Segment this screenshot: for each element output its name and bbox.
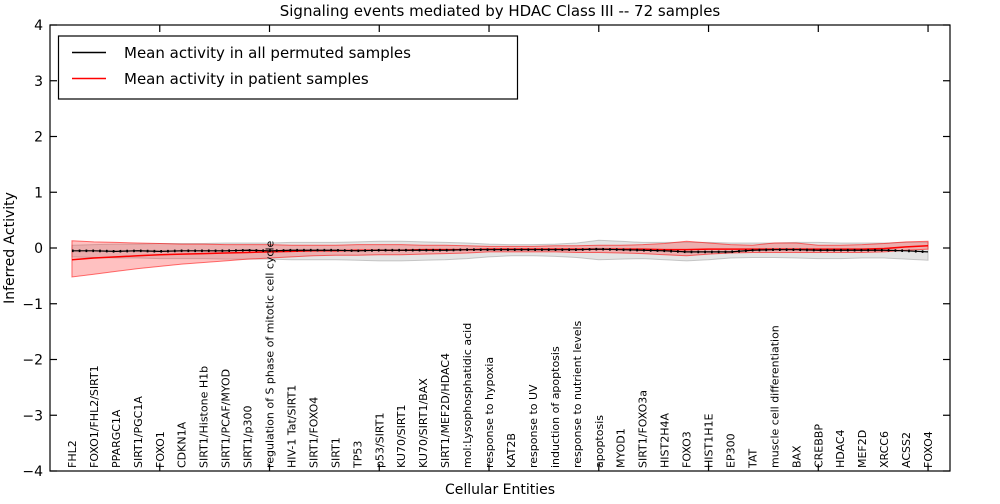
legend-item-patient: Mean activity in patient samples [72, 70, 369, 88]
x-tick-label: response to nutrient levels [571, 320, 584, 468]
y-axis-label: Inferred Activity [2, 192, 18, 304]
permuted-mean-line [71, 248, 929, 253]
x-tick-label: KU70/SIRT1 [395, 405, 408, 468]
y-tick-label: −1 [22, 297, 43, 313]
x-tick-label: HIST1H1E [703, 414, 716, 468]
y-tick-label: 0 [34, 241, 43, 257]
x-tick-label: FHL2 [66, 440, 79, 468]
x-tick-label: mol:Lysophosphatidic acid [461, 323, 474, 468]
y-tick-label: 4 [34, 18, 43, 34]
x-tick-label: muscle cell differentiation [768, 325, 781, 468]
x-tick-label: ACSS2 [900, 432, 913, 468]
legend: Mean activity in all permuted samples Me… [57, 35, 519, 100]
series-lines [71, 245, 929, 261]
axis-ticks [50, 24, 950, 472]
x-axis-label: Cellular Entities [445, 482, 555, 498]
x-tick-label: SIRT1/PCAF/MYOD [220, 369, 233, 468]
legend-label-patient: Mean activity in patient samples [124, 70, 369, 88]
x-tick-label: HIST2H4A [659, 413, 672, 468]
y-tick-label: 2 [34, 130, 43, 146]
y-tick-label: 3 [34, 74, 43, 90]
x-tick-label: p53/SIRT1 [373, 413, 386, 468]
x-tick-label: SIRT1/p300 [242, 406, 255, 468]
chart-title: Signaling events mediated by HDAC Class … [280, 2, 721, 20]
x-tick-label: XRCC6 [878, 431, 891, 468]
y-tick-label: 1 [34, 185, 43, 201]
legend-box [57, 35, 519, 100]
x-tick-label: induction of apoptosis [549, 346, 562, 468]
x-tick-label: MEF2D [856, 430, 869, 468]
x-tick-labels: FHL2 FOXO1/FHL2/SIRT1 PPARGC1A SIRT1/PGC1A F… [66, 240, 935, 469]
x-tick-label: SIRT1/MEF2D/HDAC4 [439, 353, 452, 468]
y-tick-labels: −4 −3 −2 −1 0 1 2 3 4 [22, 18, 43, 480]
x-tick-label: CDKN1A [176, 421, 189, 468]
x-tick-label: HIV-1 Tat/SIRT1 [285, 385, 298, 468]
legend-label-permuted: Mean activity in all permuted samples [124, 44, 411, 62]
x-tick-label: EP300 [724, 433, 737, 468]
x-tick-label: KAT2B [505, 433, 518, 468]
x-tick-label: regulation of S phase of mitotic cell cy… [264, 240, 277, 468]
x-tick-label: apoptosis [593, 415, 606, 468]
y-tick-label: −4 [22, 464, 43, 480]
x-tick-label: BAX [790, 445, 803, 468]
x-tick-label: PPARGC1A [110, 409, 123, 468]
x-tick-label: SIRT1 [329, 437, 342, 468]
x-tick-label: response to UV [527, 384, 540, 468]
x-tick-label: KU70/SIRT1/BAX [417, 378, 430, 468]
x-tick-label: FOXO1/FHL2/SIRT1 [88, 365, 101, 468]
x-tick-label: MYOD1 [615, 428, 628, 468]
x-tick-label: SIRT1/FOXO4 [307, 397, 320, 468]
x-tick-label: TP53 [351, 441, 364, 469]
x-tick-label: SIRT1/PGC1A [132, 396, 145, 468]
x-tick-label: FOXO4 [922, 431, 935, 468]
y-tick-label: −2 [22, 353, 43, 369]
y-tick-label: −3 [22, 408, 43, 424]
x-tick-label: FOXO3 [681, 431, 694, 468]
x-tick-label: HDAC4 [834, 429, 847, 468]
x-tick-label: SIRT1/Histone H1b [198, 366, 211, 468]
x-tick-label: TAT [746, 448, 759, 469]
x-tick-label: SIRT1/FOXO3a [637, 390, 650, 468]
legend-item-permuted: Mean activity in all permuted samples [72, 44, 411, 62]
x-tick-label: FOXO1 [154, 431, 167, 468]
x-tick-label: response to hypoxia [483, 357, 496, 468]
x-tick-label: CREBBP [812, 424, 825, 468]
